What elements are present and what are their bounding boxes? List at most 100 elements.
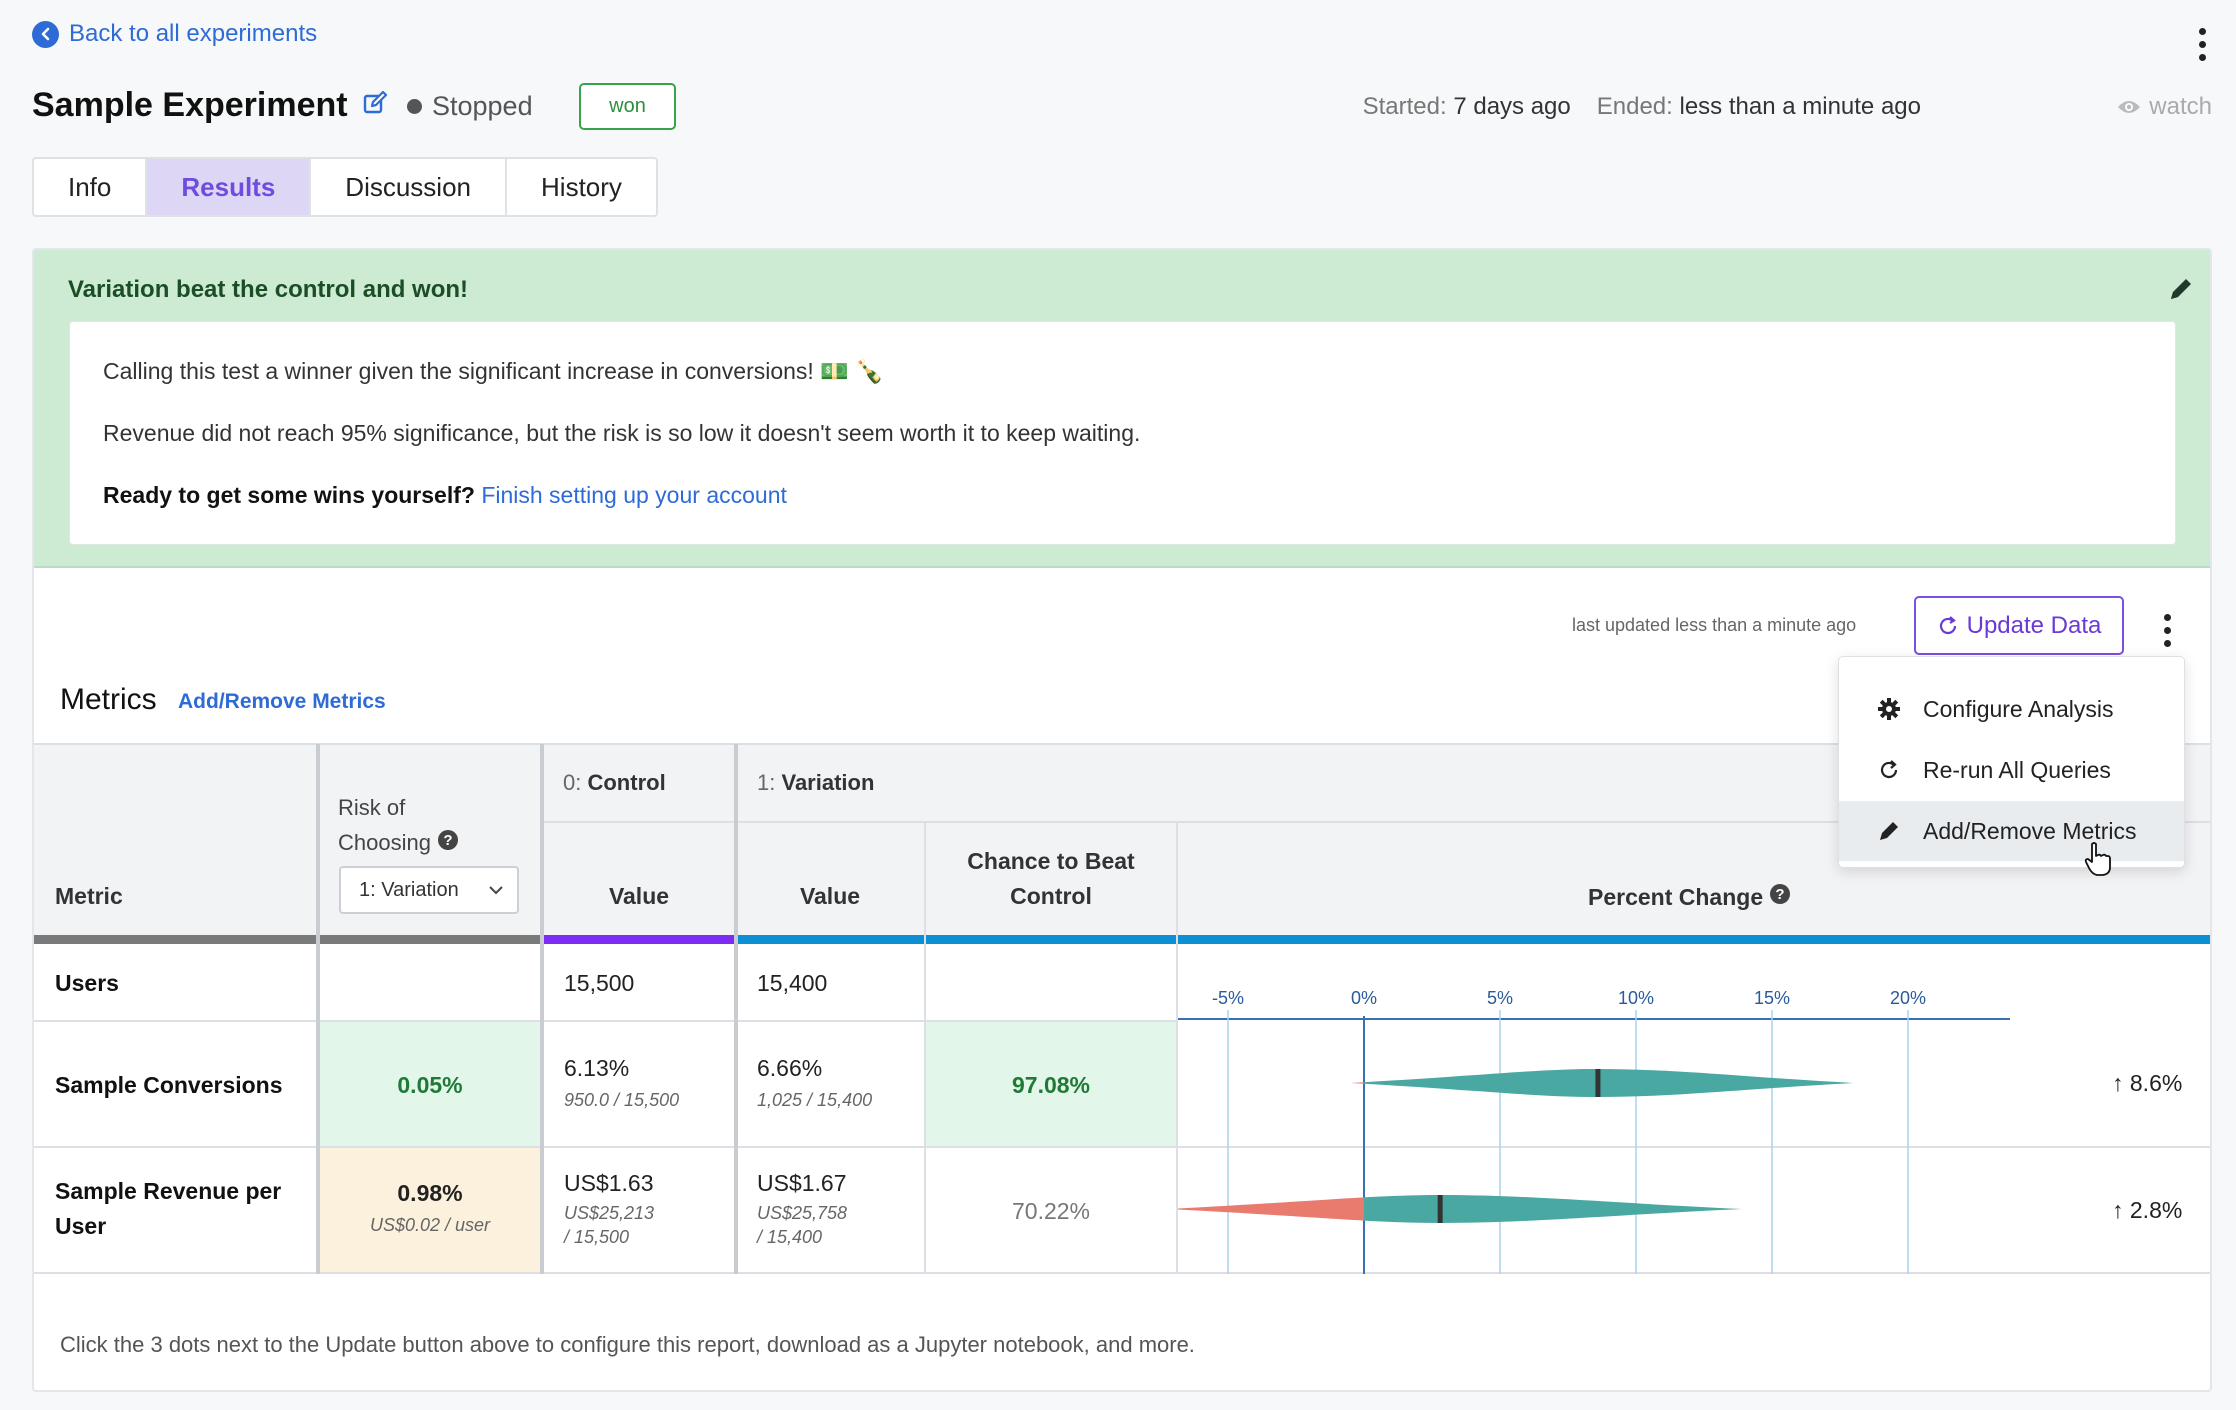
metrics-heading: Metrics: [60, 683, 157, 716]
back-arrow-icon: [32, 20, 59, 48]
control-value-revenue: US$1.63: [564, 1170, 654, 1196]
pencil-icon: [1880, 822, 1898, 840]
axis-line: [1178, 1018, 2010, 1020]
tab-bar: Info Results Discussion History: [32, 157, 658, 217]
violin-mean-marker: [1595, 1069, 1601, 1097]
control-value-users: 15,500: [564, 970, 635, 996]
gear-icon: [1878, 698, 1900, 720]
last-updated-text: last updated less than a minute ago: [1572, 615, 1857, 635]
conclusion-line-1: Calling this test a winner given the sig…: [103, 358, 884, 384]
started-label: Started:: [1362, 93, 1447, 120]
ended-value: less than a minute ago: [1679, 93, 1922, 120]
col-chance-line2: Control: [1010, 883, 1092, 909]
started-value: 7 days ago: [1453, 93, 1571, 120]
violin-negative-region: [1350, 1082, 1364, 1084]
tab-info[interactable]: Info: [34, 159, 148, 215]
experiment-title: Sample Experiment: [32, 86, 348, 124]
col-metric: Metric: [55, 883, 123, 909]
chance-revenue: 70.22%: [1011, 1198, 1090, 1224]
edit-title-icon[interactable]: [362, 86, 388, 125]
variation-value-conversions: 6.66%: [757, 1055, 823, 1081]
control-column-bar: [542, 935, 736, 944]
col-risk-line2: Choosing ?: [338, 829, 459, 857]
arrow-up-icon: ↑: [2112, 1070, 2124, 1096]
page-more-menu-icon[interactable]: [2199, 28, 2206, 61]
tab-results[interactable]: Results: [147, 159, 312, 215]
risk-revenue: 0.98%: [397, 1180, 463, 1206]
axis-tick-label: 10%: [1618, 988, 1654, 1008]
variation-sub-conversions: 1,025 / 15,400: [757, 1090, 873, 1110]
conclusion-line-2: Revenue did not reach 95% significance, …: [103, 420, 1141, 446]
risk-cell-caution: [318, 1147, 542, 1273]
result-badge: won: [579, 83, 676, 130]
update-data-label: Update Data: [1966, 611, 2102, 639]
variation-column-bar: [736, 935, 2210, 944]
control-value-conversions: 6.13%: [564, 1055, 630, 1081]
risk-column-bar: [318, 935, 542, 944]
change-conversions: ↑ 8.6%: [2112, 1070, 2183, 1096]
risk-variation-select[interactable]: 1: Variation: [339, 866, 519, 914]
hand-cursor-icon: [2084, 842, 2111, 876]
tab-discussion[interactable]: Discussion: [311, 159, 508, 215]
variation-sub-revenue-1: US$25,758: [757, 1203, 848, 1223]
help-icon[interactable]: ?: [437, 829, 459, 857]
status-label: Stopped: [432, 91, 533, 121]
col-variation: 1: Variation: [757, 770, 875, 795]
tab-history[interactable]: History: [541, 171, 622, 202]
axis-tick-label: 5%: [1487, 988, 1513, 1008]
chevron-down-icon: [489, 885, 503, 894]
axis-tick-label: 0%: [1351, 988, 1377, 1008]
variation-sub-revenue-2: / 15,400: [757, 1227, 823, 1247]
help-icon[interactable]: ?: [1769, 883, 1791, 911]
col-chance-line1: Chance to Beat: [967, 848, 1135, 874]
metric-column-bar: [34, 935, 318, 944]
menu-add-remove-metrics[interactable]: Add/Remove Metrics: [1839, 801, 2184, 861]
results-more-menu-icon[interactable]: [2164, 614, 2171, 647]
arrow-up-icon: ↑: [2112, 1197, 2124, 1223]
experiment-dates: Started: 7 days ago Ended: less than a m…: [1363, 93, 1921, 121]
control-sub-revenue-1: US$25,213: [564, 1203, 655, 1223]
metric-name-users: Users: [55, 970, 119, 996]
menu-configure-analysis[interactable]: Configure Analysis: [1839, 679, 2184, 739]
col-risk-line1: Risk of: [338, 795, 406, 820]
col-percent-change: Percent Change ?: [1588, 883, 1791, 911]
metric-name-revenue-line2: User: [55, 1213, 107, 1239]
change-revenue: ↑ 2.8%: [2112, 1197, 2183, 1223]
metric-name-revenue-line1: Sample Revenue per: [55, 1178, 282, 1204]
update-data-button[interactable]: Update Data: [1914, 596, 2124, 655]
banner-title: Variation beat the control and won!: [68, 276, 469, 303]
edit-conclusion-icon[interactable]: [2168, 276, 2194, 307]
violin-positive-region: [1364, 1069, 1854, 1097]
violin-mean-marker: [1437, 1195, 1443, 1223]
percent-change-chart: -5% 0% 5% 10% 15% 20%: [1178, 988, 1926, 1274]
col-control-value: Value: [608, 883, 670, 909]
status-dot-icon: [407, 99, 422, 114]
page-title: Sample Experiment: [32, 86, 388, 125]
svg-text:?: ?: [443, 832, 452, 849]
variation-value-revenue: US$1.67: [757, 1170, 847, 1196]
results-dropdown-menu: Configure Analysis Re-run All Queries Ad…: [1838, 656, 2185, 868]
col-control: 0: Control: [563, 770, 666, 795]
violin-positive-region: [1364, 1195, 1743, 1223]
chance-conversions: 97.08%: [1011, 1072, 1090, 1098]
risk-sub-revenue: US$0.02 / user: [369, 1215, 491, 1235]
variation-value-users: 15,400: [757, 970, 828, 996]
menu-rerun-queries[interactable]: Re-run All Queries: [1839, 740, 2184, 800]
refresh-icon: [1939, 615, 1956, 634]
footer-note: Click the 3 dots next to the Update butt…: [60, 1332, 1195, 1357]
add-remove-metrics-link[interactable]: Add/Remove Metrics: [178, 690, 386, 713]
risk-conversions: 0.05%: [397, 1072, 463, 1098]
svg-text:?: ?: [1776, 886, 1785, 903]
col-variation-value: Value: [799, 883, 861, 909]
watch-button[interactable]: watch: [2117, 93, 2212, 121]
refresh-icon: [1880, 760, 1898, 779]
conclusion-cta-text: Ready to get some wins yourself?: [103, 482, 475, 508]
back-link-label: Back to all experiments: [69, 20, 318, 47]
conclusion-box: [69, 321, 2176, 545]
risk-cell-win: [318, 1021, 542, 1147]
conclusion-line-3: Ready to get some wins yourself? Finish …: [103, 482, 787, 509]
metric-name-conversions: Sample Conversions: [55, 1072, 283, 1098]
back-link[interactable]: Back to all experiments: [32, 20, 317, 48]
finish-setup-link[interactable]: Finish setting up your account: [481, 482, 787, 508]
eye-icon: [2118, 101, 2141, 113]
